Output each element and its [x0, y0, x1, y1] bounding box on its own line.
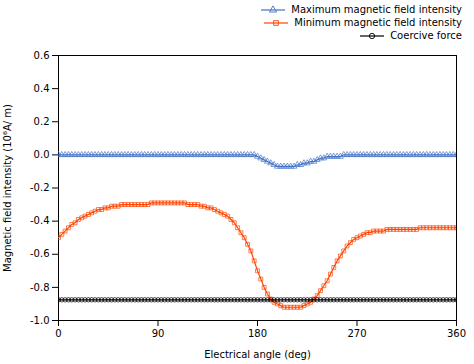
html-text:Coercive force: Coercive force — [390, 30, 462, 41]
svg-text:270: 270 — [347, 328, 366, 339]
svg-text:180: 180 — [248, 328, 267, 339]
svg-text:90: 90 — [152, 328, 165, 339]
svg-text:-0.2: -0.2 — [30, 182, 50, 193]
svg-text:0.2: 0.2 — [34, 116, 50, 127]
svg-text:Magnetic field intensity (10⁶A: Magnetic field intensity (10⁶A/ m) — [2, 104, 13, 272]
html-text:Minimum magnetic field intensi: Minimum magnetic field intensity — [294, 17, 462, 28]
svg-text:-0.8: -0.8 — [30, 282, 50, 293]
svg-text:-1.0: -1.0 — [30, 315, 50, 326]
svg-text:-0.6: -0.6 — [30, 248, 50, 259]
svg-text:-0.4: -0.4 — [30, 215, 50, 226]
svg-text:0.0: 0.0 — [34, 149, 50, 160]
svg-text:Electrical angle (deg): Electrical angle (deg) — [204, 349, 311, 360]
html-text:Maximum magnetic field intensi: Maximum magnetic field intensity — [291, 4, 462, 15]
svg-text:0: 0 — [55, 328, 61, 339]
svg-text:0.6: 0.6 — [34, 50, 50, 61]
svg-text:360: 360 — [447, 328, 466, 339]
svg-text:0.4: 0.4 — [34, 83, 50, 94]
